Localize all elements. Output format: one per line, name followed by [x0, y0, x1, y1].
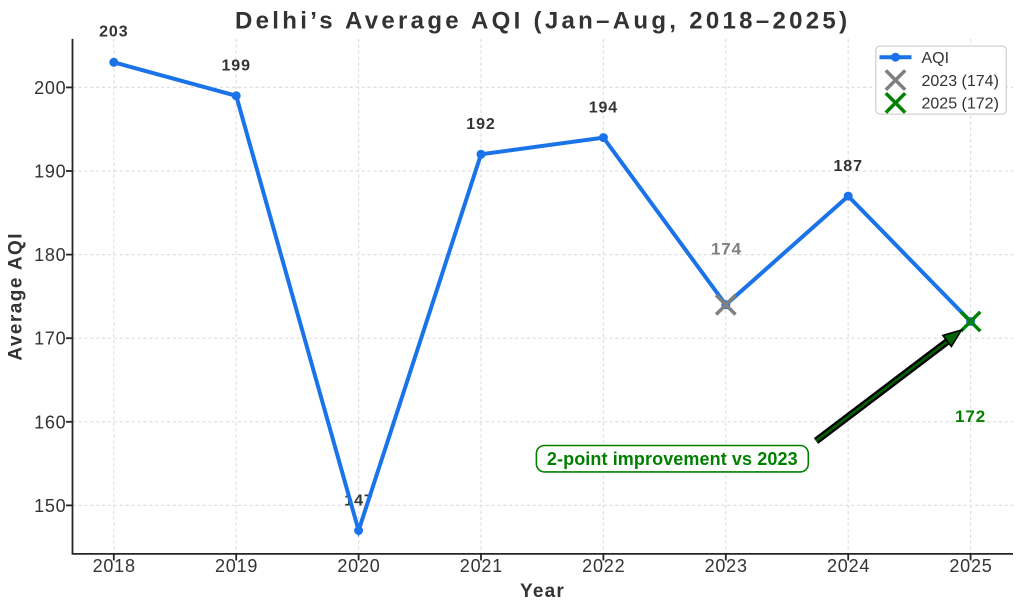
svg-text:200: 200 [34, 78, 66, 98]
svg-text:150: 150 [34, 496, 66, 516]
svg-text:Year: Year [520, 581, 565, 602]
svg-text:199: 199 [221, 58, 250, 75]
svg-text:160: 160 [34, 412, 66, 432]
svg-text:194: 194 [589, 99, 618, 116]
svg-text:2019: 2019 [215, 556, 258, 576]
svg-text:190: 190 [34, 162, 66, 182]
svg-text:174: 174 [711, 240, 742, 259]
svg-text:2022: 2022 [582, 556, 625, 576]
svg-text:2023: 2023 [705, 556, 748, 576]
svg-text:2023 (174): 2023 (174) [922, 73, 999, 90]
svg-text:203: 203 [99, 24, 128, 41]
svg-text:Delhi’s Average AQI (Jan–Aug,: Delhi’s Average AQI (Jan–Aug, 2018–2025) [235, 7, 850, 34]
svg-text:180: 180 [34, 245, 66, 265]
svg-text:187: 187 [833, 158, 862, 175]
svg-text:2021: 2021 [460, 556, 503, 576]
svg-text:192: 192 [466, 116, 495, 133]
svg-text:2018: 2018 [93, 556, 136, 576]
svg-text:172: 172 [955, 407, 986, 426]
svg-text:Average AQI: Average AQI [6, 232, 27, 361]
svg-text:2025: 2025 [949, 556, 992, 576]
svg-text:170: 170 [34, 329, 66, 349]
svg-text:2020: 2020 [337, 556, 380, 576]
svg-text:AQI: AQI [922, 50, 950, 67]
svg-text:2024: 2024 [827, 556, 870, 576]
svg-text:2-point improvement vs 2023: 2-point improvement vs 2023 [547, 449, 798, 469]
svg-text:2025 (172): 2025 (172) [922, 96, 999, 113]
